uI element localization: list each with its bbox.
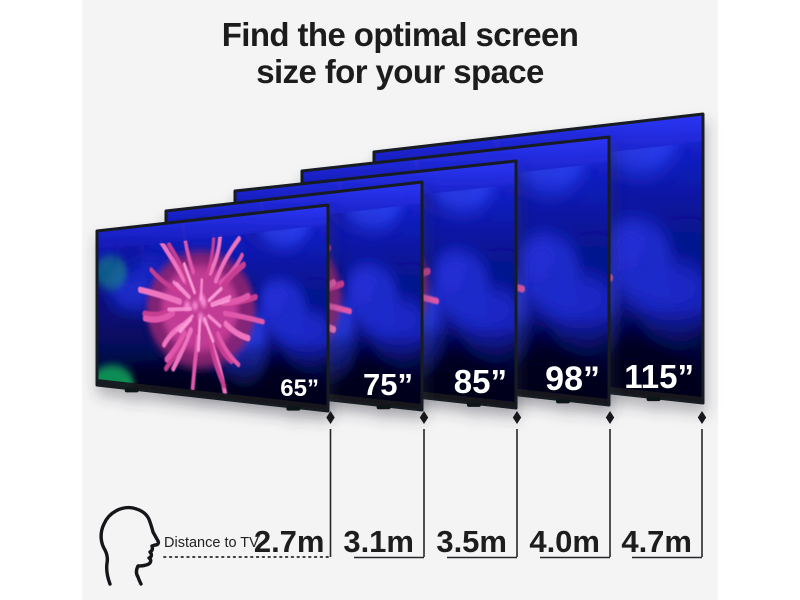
page-title: Find the optimal screen size for your sp… (82, 16, 718, 90)
distance-label: 2.7m (254, 524, 325, 559)
dimension-lines: 2.7m 3.1m 3.5m 4.0m 4.7m (163, 411, 707, 559)
diamond-marker-icon (326, 411, 335, 424)
tv-foot (466, 402, 481, 407)
head-profile-icon (99, 505, 161, 586)
distance-label: 3.1m (343, 524, 414, 559)
tv-foot (556, 398, 570, 404)
diamond-marker-icon (512, 411, 522, 424)
legend-label: Distance to TV (164, 535, 259, 551)
tv-foot (646, 396, 661, 402)
tv-size-label: 65” (280, 375, 319, 402)
distance-label: 4.7m (621, 524, 692, 559)
tv-bezel (95, 203, 330, 413)
distance-label: 3.5m (436, 524, 507, 559)
tv-1: 65” (95, 203, 330, 413)
diamond-marker-icon (419, 411, 429, 424)
tv-foot (124, 387, 139, 393)
tv-size-label: 75” (363, 367, 413, 402)
distance-label: 4.0m (529, 524, 600, 559)
screen-top-band (97, 205, 328, 251)
tv-foot (376, 404, 391, 410)
title-line-1: Find the optimal screen (221, 16, 579, 53)
viewer-legend: Distance to TV (99, 505, 259, 586)
tv-size-label: 85” (454, 363, 507, 400)
diamond-marker-icon (697, 411, 707, 424)
tv-size-label: 115” (624, 358, 694, 395)
title-line-2: size for your space (256, 53, 544, 90)
tv-foot (286, 406, 301, 411)
diamond-marker-icon (605, 411, 615, 424)
tv-size-label: 98” (545, 360, 600, 398)
